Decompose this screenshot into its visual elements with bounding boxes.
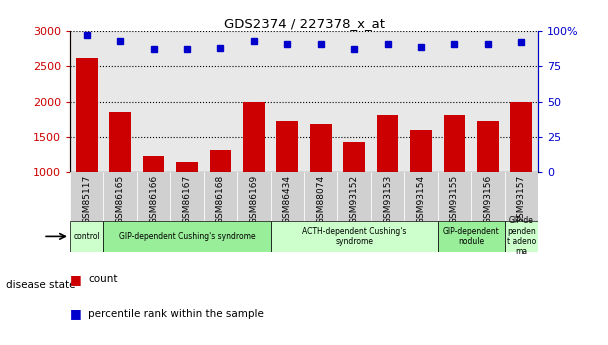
Bar [70, 172, 103, 221]
Bar [271, 221, 438, 252]
Bar [438, 172, 471, 221]
Title: GDS2374 / 227378_x_at: GDS2374 / 227378_x_at [224, 17, 384, 30]
Text: disease state: disease state [6, 280, 75, 289]
Text: ■: ■ [70, 307, 81, 321]
Bar [103, 221, 271, 252]
Text: ■: ■ [70, 273, 81, 286]
Text: GSM86166: GSM86166 [149, 175, 158, 224]
Bar [310, 124, 331, 172]
Text: GSM93153: GSM93153 [383, 175, 392, 224]
Text: percentile rank within the sample: percentile rank within the sample [88, 309, 264, 319]
Bar [344, 142, 365, 172]
Text: GSM93152: GSM93152 [350, 175, 359, 224]
Bar [176, 162, 198, 172]
Text: ACTH-dependent Cushing's
syndrome: ACTH-dependent Cushing's syndrome [302, 227, 406, 246]
Text: GIP-dependent Cushing's syndrome: GIP-dependent Cushing's syndrome [119, 232, 255, 241]
Text: GSM88074: GSM88074 [316, 175, 325, 224]
Text: control: control [74, 232, 100, 241]
Bar [103, 172, 137, 221]
Bar [377, 115, 398, 172]
Bar [243, 102, 264, 172]
Bar [471, 172, 505, 221]
Bar [277, 121, 298, 172]
Bar [511, 102, 532, 172]
Text: GSM93155: GSM93155 [450, 175, 459, 224]
Bar [137, 172, 170, 221]
Bar [438, 221, 505, 252]
Bar [410, 130, 432, 172]
Bar [505, 221, 538, 252]
Bar [444, 115, 465, 172]
Bar [477, 121, 499, 172]
Bar [70, 221, 103, 252]
Text: GSM86434: GSM86434 [283, 175, 292, 224]
Bar [170, 172, 204, 221]
Bar [143, 157, 164, 172]
Bar [237, 172, 271, 221]
Text: GSM86165: GSM86165 [116, 175, 125, 224]
Text: GSM93154: GSM93154 [416, 175, 426, 224]
Text: GIP-dependent
nodule: GIP-dependent nodule [443, 227, 500, 246]
Bar [76, 58, 97, 172]
Bar [304, 172, 337, 221]
Text: GSM85117: GSM85117 [82, 175, 91, 224]
Text: GIP-de
penden
t adeno
ma: GIP-de penden t adeno ma [506, 216, 536, 256]
Text: GSM86168: GSM86168 [216, 175, 225, 224]
Bar [404, 172, 438, 221]
Bar [337, 172, 371, 221]
Text: GSM86169: GSM86169 [249, 175, 258, 224]
Text: GSM86167: GSM86167 [182, 175, 192, 224]
Bar [371, 172, 404, 221]
Bar [109, 112, 131, 172]
Bar [210, 150, 231, 172]
Text: count: count [88, 275, 118, 284]
Bar [505, 172, 538, 221]
Bar [204, 172, 237, 221]
Text: GSM93156: GSM93156 [483, 175, 492, 224]
Text: GSM93157: GSM93157 [517, 175, 526, 224]
Bar [271, 172, 304, 221]
